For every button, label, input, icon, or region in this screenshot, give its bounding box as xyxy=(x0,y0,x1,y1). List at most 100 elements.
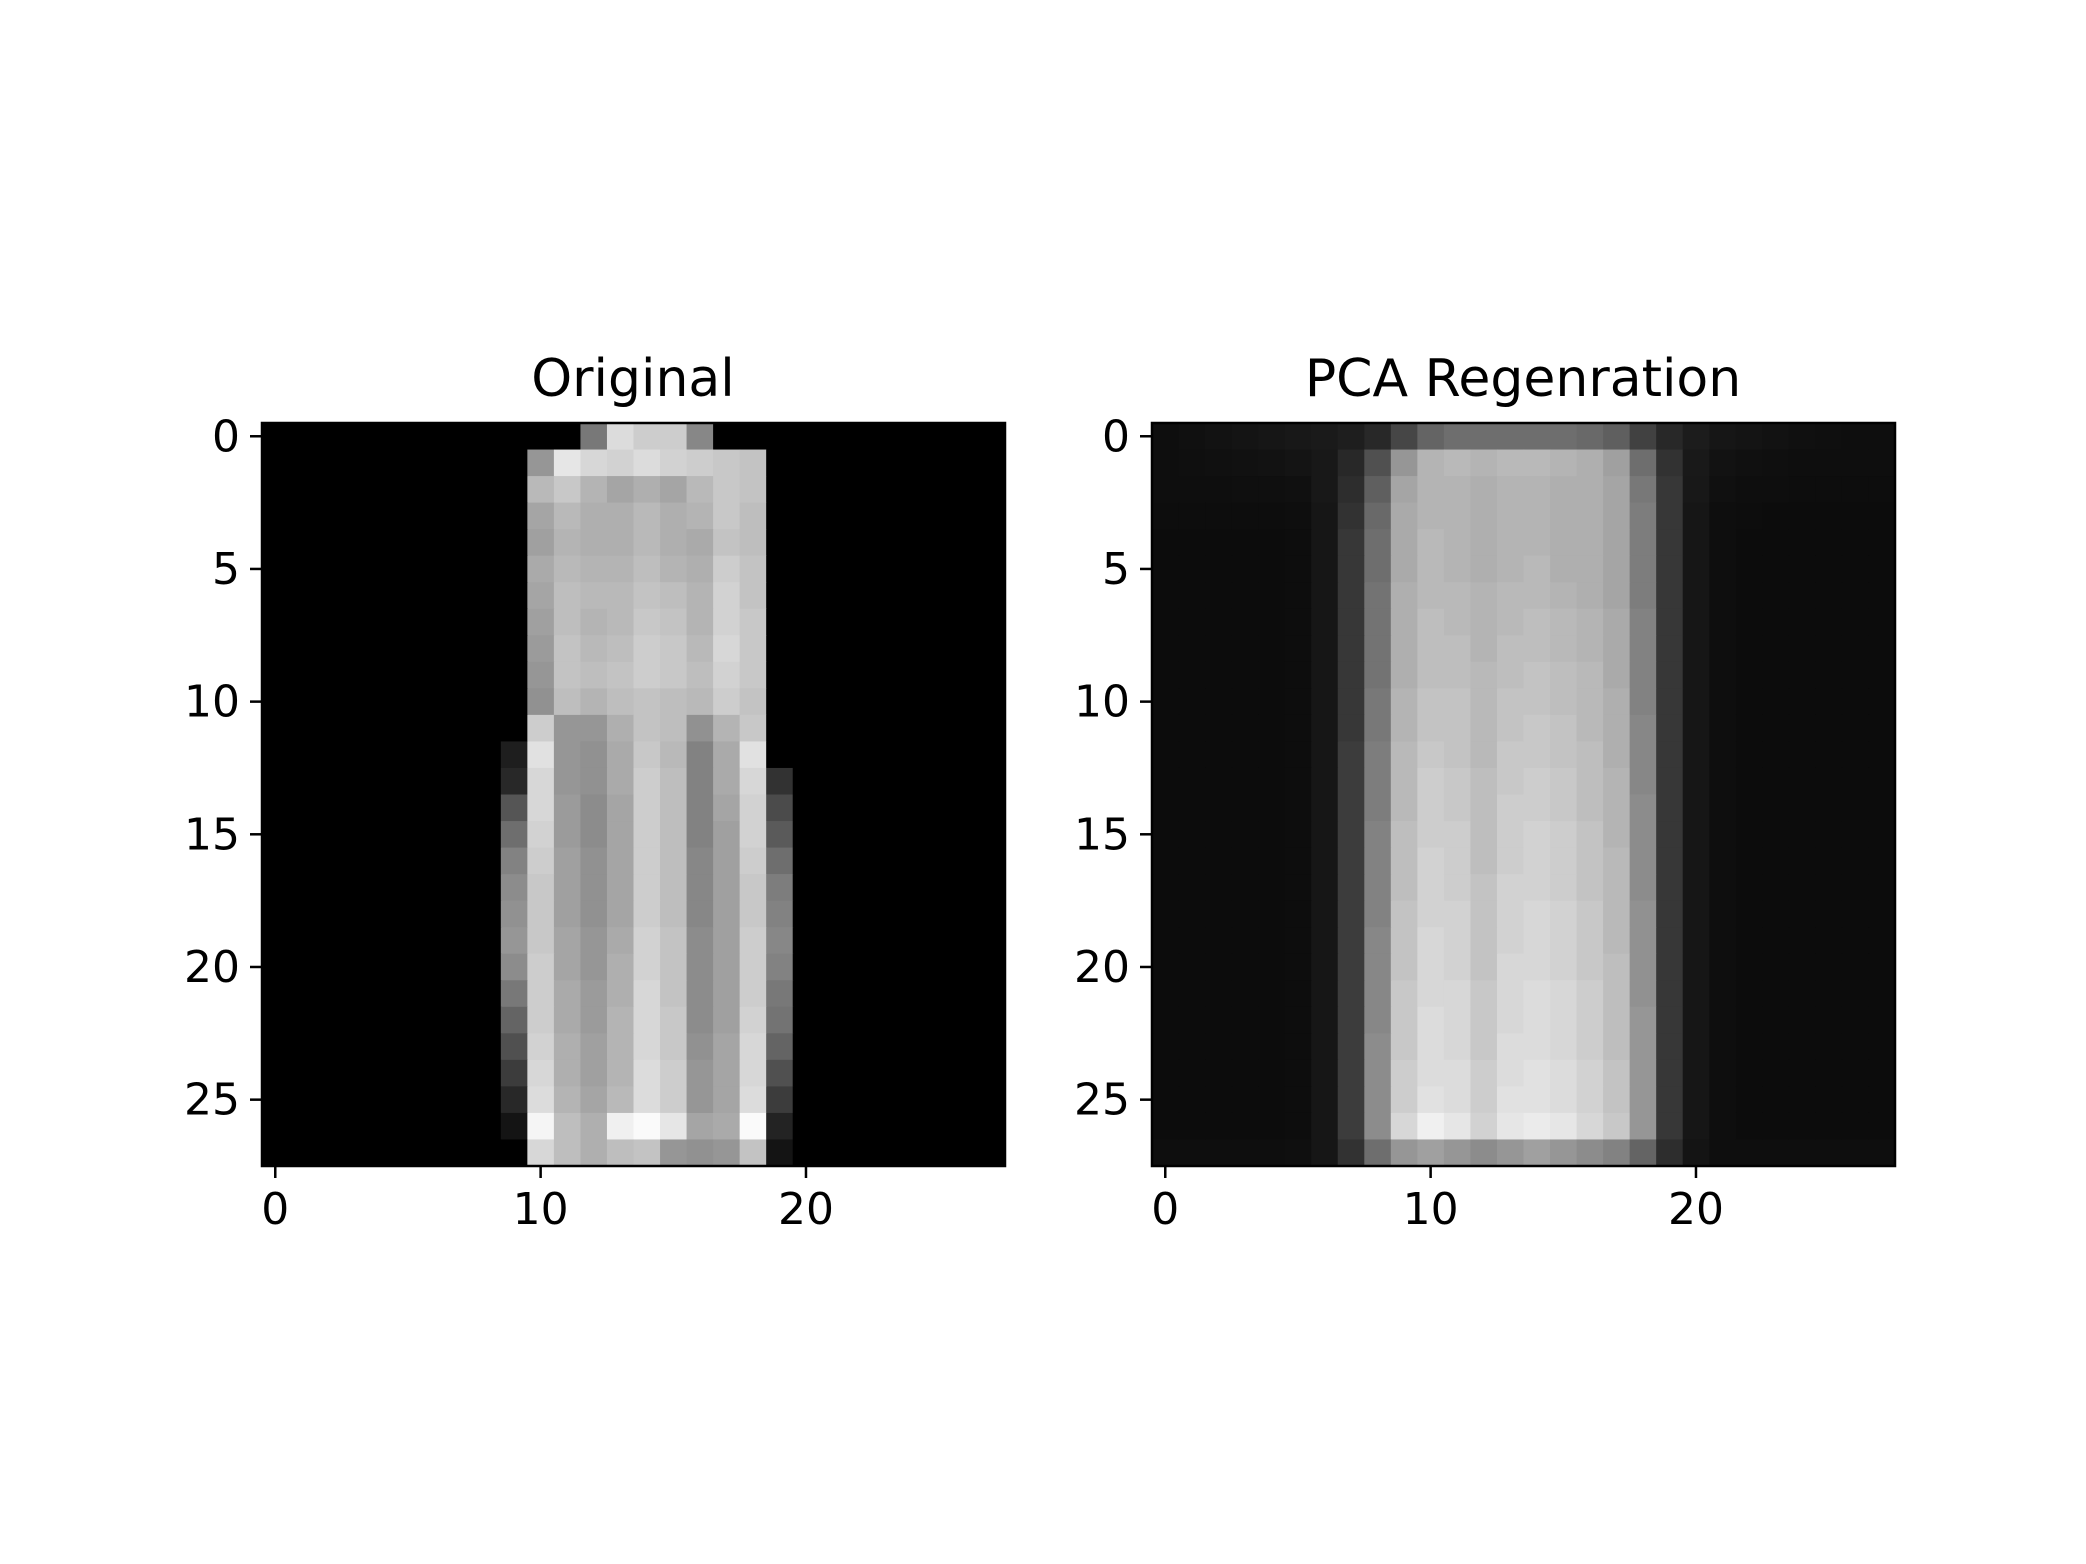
heatmap-cell xyxy=(1630,529,1657,556)
heatmap-cell xyxy=(978,1060,1005,1087)
heatmap-cell xyxy=(952,1113,979,1140)
heatmap-cell xyxy=(421,821,448,848)
heatmap-cell xyxy=(474,662,501,689)
heatmap-cell xyxy=(262,1139,289,1166)
heatmap-cell xyxy=(1577,741,1604,768)
heatmap-cell xyxy=(793,688,820,715)
heatmap-cell xyxy=(846,954,873,981)
heatmap-cell xyxy=(1285,609,1312,636)
heatmap-cell xyxy=(687,450,714,477)
heatmap-cell xyxy=(899,795,926,822)
heatmap-cell xyxy=(1603,901,1630,928)
heatmap-cell xyxy=(262,688,289,715)
heatmap-cell xyxy=(1417,1086,1444,1113)
heatmap-cell xyxy=(1179,874,1206,901)
heatmap-cell xyxy=(368,476,395,503)
heatmap-cell xyxy=(1577,1060,1604,1087)
heatmap-cell xyxy=(687,1086,714,1113)
heatmap-cell xyxy=(634,609,661,636)
heatmap-cell xyxy=(395,609,422,636)
heatmap-cell xyxy=(1497,795,1524,822)
heatmap-cell xyxy=(1152,1113,1179,1140)
heatmap-cell xyxy=(315,582,342,609)
heatmap-cell xyxy=(1815,741,1842,768)
heatmap-cell xyxy=(342,529,369,556)
heatmap-cell xyxy=(978,874,1005,901)
heatmap-cell xyxy=(1789,1139,1816,1166)
heatmap-cell xyxy=(1683,795,1710,822)
heatmap-cell xyxy=(1603,874,1630,901)
heatmap-cell xyxy=(634,927,661,954)
heatmap-cell xyxy=(1868,450,1895,477)
heatmap-cell xyxy=(607,874,634,901)
heatmap-cell xyxy=(1550,901,1577,928)
heatmap-cell xyxy=(342,476,369,503)
heatmap-cell xyxy=(899,423,926,450)
heatmap-cell xyxy=(1232,1060,1259,1087)
heatmap-cell xyxy=(1709,954,1736,981)
heatmap-cell xyxy=(527,768,554,795)
heatmap-cell xyxy=(819,529,846,556)
heatmap-cell xyxy=(1497,1033,1524,1060)
heatmap-cell xyxy=(1815,927,1842,954)
heatmap-cell xyxy=(740,609,767,636)
heatmap-cell xyxy=(580,476,607,503)
heatmap-cell xyxy=(1364,954,1391,981)
heatmap-cell xyxy=(1417,1007,1444,1034)
heatmap-cell xyxy=(1656,821,1683,848)
heatmap-cell xyxy=(925,741,952,768)
heatmap-cell xyxy=(660,768,687,795)
heatmap-cell xyxy=(1524,954,1551,981)
heatmap-cell xyxy=(368,1033,395,1060)
heatmap-cell xyxy=(1656,795,1683,822)
heatmap-cell xyxy=(501,1086,528,1113)
heatmap-cell xyxy=(1762,1139,1789,1166)
heatmap-cell xyxy=(634,423,661,450)
heatmap-cell xyxy=(395,1060,422,1087)
heatmap-cell xyxy=(634,874,661,901)
heatmap-cell xyxy=(1762,927,1789,954)
heatmap-cell xyxy=(1656,1033,1683,1060)
heatmap-cell xyxy=(1285,1086,1312,1113)
heatmap-cell xyxy=(315,503,342,530)
heatmap-cell xyxy=(1762,980,1789,1007)
heatmap-cell xyxy=(1364,715,1391,742)
y-tick-label: 15 xyxy=(184,809,240,860)
heatmap-cell xyxy=(315,662,342,689)
heatmap-cell xyxy=(1258,476,1285,503)
heatmap-cell xyxy=(766,1113,793,1140)
heatmap-cell xyxy=(740,423,767,450)
heatmap-cell xyxy=(421,609,448,636)
heatmap-cell xyxy=(846,715,873,742)
heatmap-cell xyxy=(474,741,501,768)
heatmap-cell xyxy=(1285,874,1312,901)
heatmap-cell xyxy=(554,423,581,450)
heatmap-cell xyxy=(1152,1033,1179,1060)
heatmap-cell xyxy=(1417,609,1444,636)
heatmap-cell xyxy=(740,1113,767,1140)
heatmap-cell xyxy=(1232,423,1259,450)
y-tick-label: 0 xyxy=(212,411,240,462)
heatmap-cell xyxy=(1762,901,1789,928)
heatmap-cell xyxy=(368,662,395,689)
heatmap-cell xyxy=(1709,980,1736,1007)
heatmap-cell xyxy=(766,1086,793,1113)
heatmap-cell xyxy=(342,1060,369,1087)
heatmap-cell xyxy=(1683,1007,1710,1034)
heatmap-cell xyxy=(713,503,740,530)
heatmap-cell xyxy=(1630,1113,1657,1140)
heatmap-cell xyxy=(1205,1086,1232,1113)
heatmap-cell xyxy=(1815,821,1842,848)
heatmap-cell xyxy=(1444,1033,1471,1060)
heatmap-cell xyxy=(687,609,714,636)
heatmap-cell xyxy=(501,688,528,715)
heatmap-cell xyxy=(1736,503,1763,530)
heatmap-cell xyxy=(1683,1113,1710,1140)
heatmap-cell xyxy=(1789,980,1816,1007)
heatmap-cell xyxy=(1338,741,1365,768)
heatmap-cell xyxy=(1868,476,1895,503)
heatmap-cell xyxy=(846,476,873,503)
heatmap-cell xyxy=(1391,476,1418,503)
heatmap-cell xyxy=(793,927,820,954)
heatmap-cell xyxy=(1736,954,1763,981)
